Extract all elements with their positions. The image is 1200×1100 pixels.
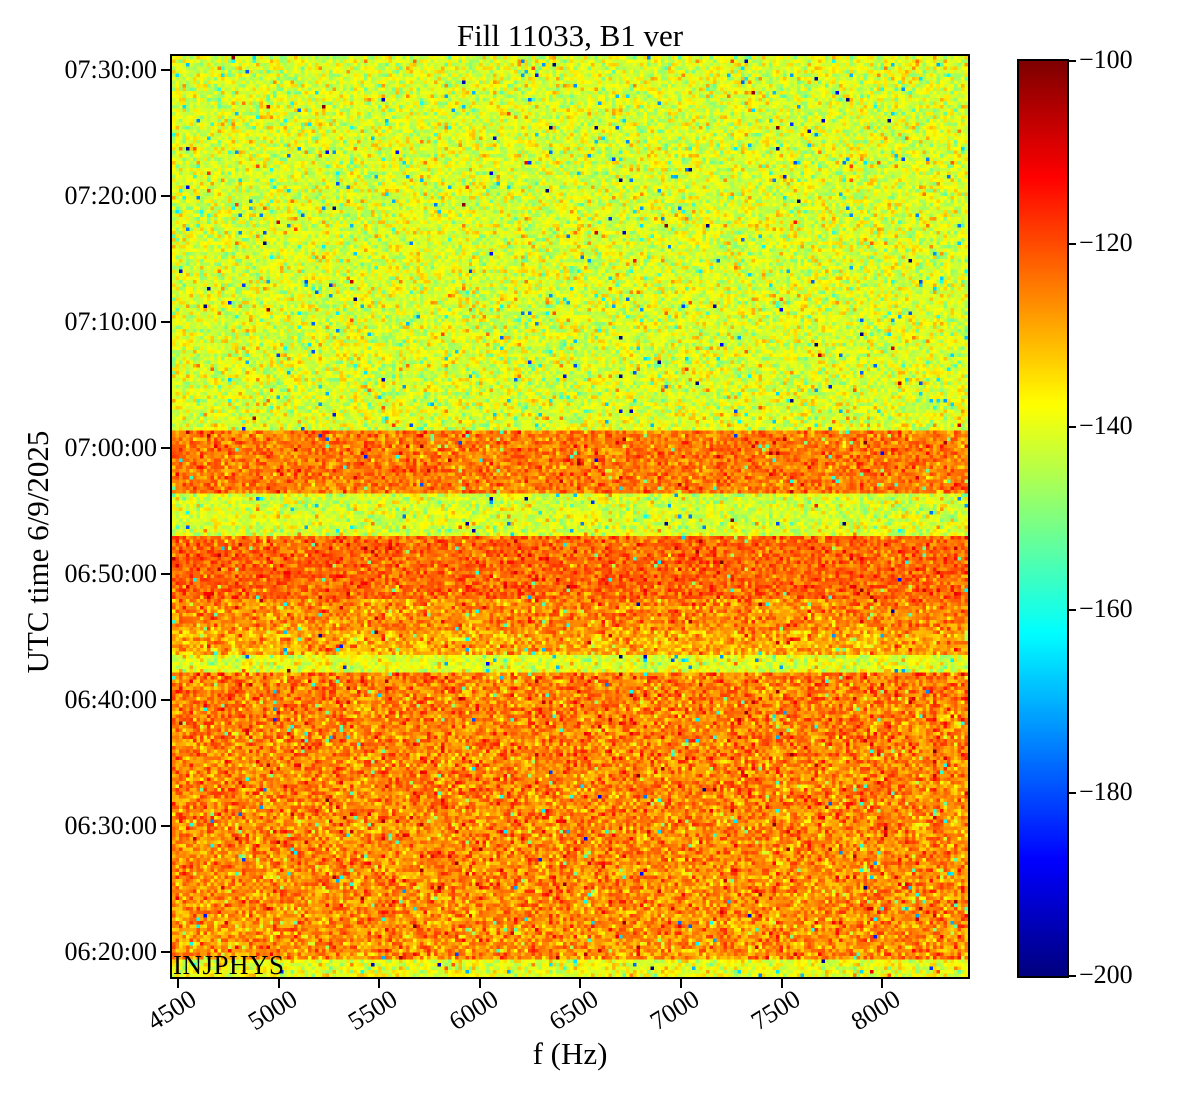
x-tick-mark [680,979,682,988]
y-tick-mark [161,825,170,827]
y-tick-label: 06:30:00 [64,811,157,840]
colorbar-tick-label: −140 [1079,411,1133,440]
colorbar-tick-mark [1069,975,1076,977]
y-tick-label: 06:40:00 [64,685,157,714]
colorbar-tick-label: −160 [1079,594,1133,623]
y-tick-mark [161,69,170,71]
y-tick-label: 06:20:00 [64,937,157,966]
colorbar-tick-label: −120 [1079,228,1133,257]
x-tick-mark [781,979,783,988]
colorbar-tick-mark [1069,792,1076,794]
x-tick-mark [278,979,280,988]
y-tick-mark [161,321,170,323]
x-tick-label: 5500 [342,984,403,1037]
colorbar-tick-mark [1069,60,1076,62]
x-tick-label: 5000 [242,984,303,1037]
y-tick-label: 07:30:00 [64,55,157,84]
x-tick-mark [881,979,883,988]
x-tick-mark [378,979,380,988]
figure-title: Fill 11033, B1 ver [456,18,684,53]
x-tick-label: 6500 [543,984,604,1037]
y-tick-mark [161,447,170,449]
y-tick-mark [161,573,170,575]
plot-frame [170,54,970,979]
y-tick-label: 07:10:00 [64,307,157,336]
y-tick-mark [161,699,170,701]
x-tick-label: 4500 [141,984,202,1037]
colorbar-tick-mark [1069,609,1076,611]
x-axis-label: f (Hz) [532,1036,608,1071]
y-tick-label: 07:20:00 [64,181,157,210]
x-tick-label: 7000 [644,984,705,1037]
x-tick-mark [479,979,481,988]
colorbar-gradient [1019,61,1067,976]
y-tick-label: 06:50:00 [64,559,157,588]
colorbar-tick-mark [1069,243,1076,245]
colorbar-tick-label: −180 [1079,777,1133,806]
colorbar-tick-label: −100 [1079,45,1133,74]
x-tick-mark [177,979,179,988]
x-tick-label: 8000 [845,984,906,1037]
colorbar-frame [1017,59,1069,978]
y-tick-mark [161,951,170,953]
colorbar-tick-label: −200 [1079,960,1133,989]
y-tick-label: 07:00:00 [64,433,157,462]
y-axis-label: UTC time 6/9/2025 [20,430,55,674]
annotation-injphys: INJPHYS [173,950,285,980]
colorbar-tick-mark [1069,426,1076,428]
y-tick-mark [161,195,170,197]
x-tick-label: 7500 [745,984,806,1037]
x-tick-label: 6000 [443,984,504,1037]
x-tick-mark [579,979,581,988]
spectrogram-heatmap [172,56,968,977]
